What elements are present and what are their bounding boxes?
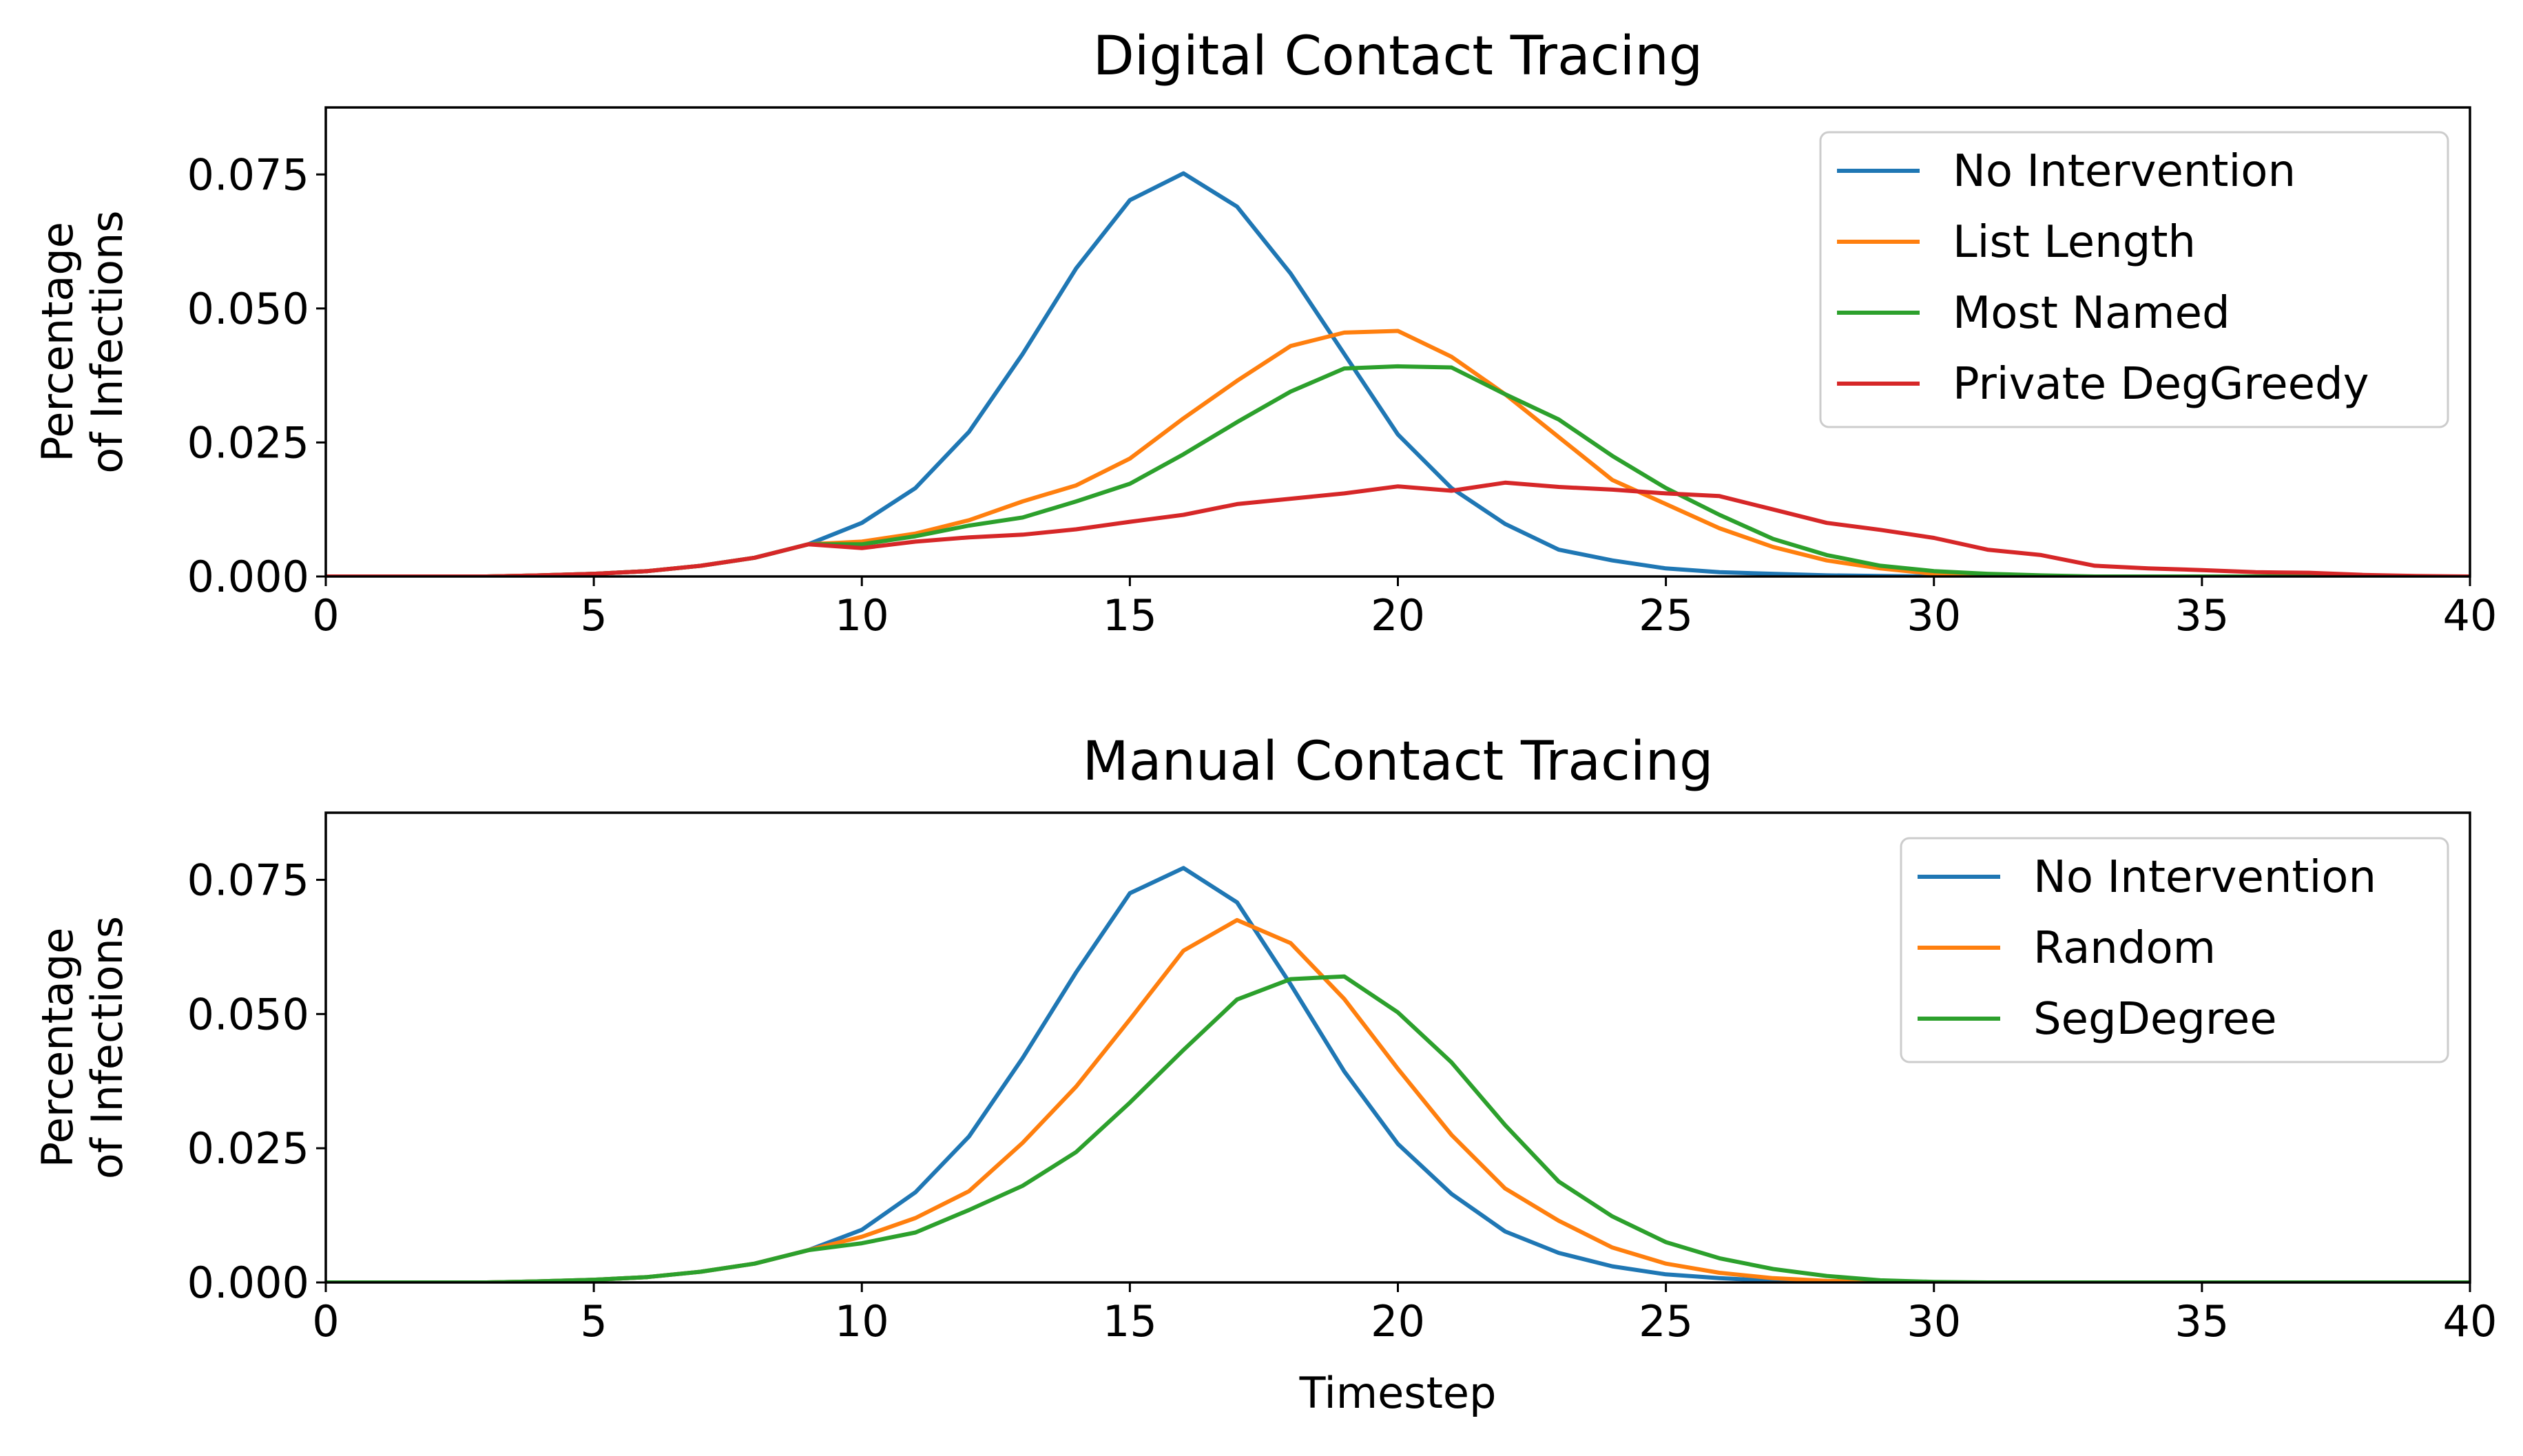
y-tick-label: 0.050: [187, 989, 310, 1039]
x-tick-label: 0: [312, 1296, 339, 1346]
chart-title: Digital Contact Tracing: [1093, 25, 1703, 87]
y-tick-label: 0.075: [187, 149, 310, 200]
y-tick-label: 0.000: [187, 1258, 310, 1308]
y-axis-label-line-2: of Infections: [82, 916, 132, 1179]
legend-label-3: SegDegree: [2033, 994, 2277, 1045]
x-tick-label: 25: [1639, 590, 1693, 641]
chart-panel-2: Manual Contact Tracing 0 5 10 15 20 25 30 35 40 0.…: [32, 731, 2497, 1418]
x-tick-label: 10: [835, 590, 889, 641]
y-axis-label: Percentage of Infections: [32, 210, 132, 473]
chart-title: Manual Contact Tracing: [1082, 731, 1713, 793]
x-tick-label: 30: [1907, 590, 1961, 641]
x-tick-label: 20: [1371, 1296, 1425, 1346]
y-tick-label: 0.075: [187, 855, 310, 905]
x-tick-label: 20: [1371, 590, 1425, 641]
y-tick-label: 0.025: [187, 417, 310, 468]
x-tick-label: 15: [1103, 590, 1157, 641]
x-tick-label: 35: [2174, 1296, 2229, 1346]
x-tick-label: 5: [580, 1296, 607, 1346]
x-tick-label: 35: [2174, 590, 2229, 641]
y-axis-label-line-1: Percentage: [32, 928, 83, 1168]
y-axis-label-line-1: Percentage: [32, 222, 83, 462]
x-tick-label: 15: [1103, 1296, 1157, 1346]
legend: No Intervention Random SegDegree: [1900, 837, 2449, 1063]
series-line-4: [326, 480, 2470, 576]
y-tick-label: 0.050: [187, 284, 310, 334]
x-axis-label: Timestep: [1299, 1368, 1497, 1418]
legend-label-1: No Intervention: [1953, 146, 2296, 197]
y-axis-label-line-2: of Infections: [82, 210, 132, 473]
y-tick-label: 0.000: [187, 552, 310, 602]
series-line-3: [326, 974, 2470, 1282]
series-lines: [326, 866, 2470, 1282]
x-tick-label: 30: [1907, 1296, 1961, 1346]
x-tick-label: 40: [2443, 1296, 2498, 1346]
y-tick-label: 0.025: [187, 1123, 310, 1174]
x-tick-label: 10: [835, 1296, 889, 1346]
legend-box: [1819, 131, 2449, 428]
legend: No Intervention List Length Most Named Priv…: [1819, 131, 2449, 428]
x-tick-label: 40: [2443, 590, 2498, 641]
legend-label-4: Private DegGreedy: [1953, 359, 2369, 410]
chart-panel-1: Digital Contact Tracing 0 5 10 15 20 25 30 35 40 0…: [32, 25, 2497, 641]
legend-label-2: List Length: [1953, 217, 2196, 268]
x-tick-label: 25: [1639, 1296, 1693, 1346]
legend-box: [1900, 837, 2449, 1063]
x-tick-label: 5: [580, 590, 607, 641]
legend-label-3: Most Named: [1953, 288, 2230, 339]
legend-label-1: No Intervention: [2033, 852, 2376, 903]
series-lines: [326, 171, 2470, 576]
x-tick-label: 0: [312, 590, 339, 641]
y-axis-label: Percentage of Infections: [32, 916, 132, 1179]
legend-label-2: Random: [2033, 923, 2216, 974]
